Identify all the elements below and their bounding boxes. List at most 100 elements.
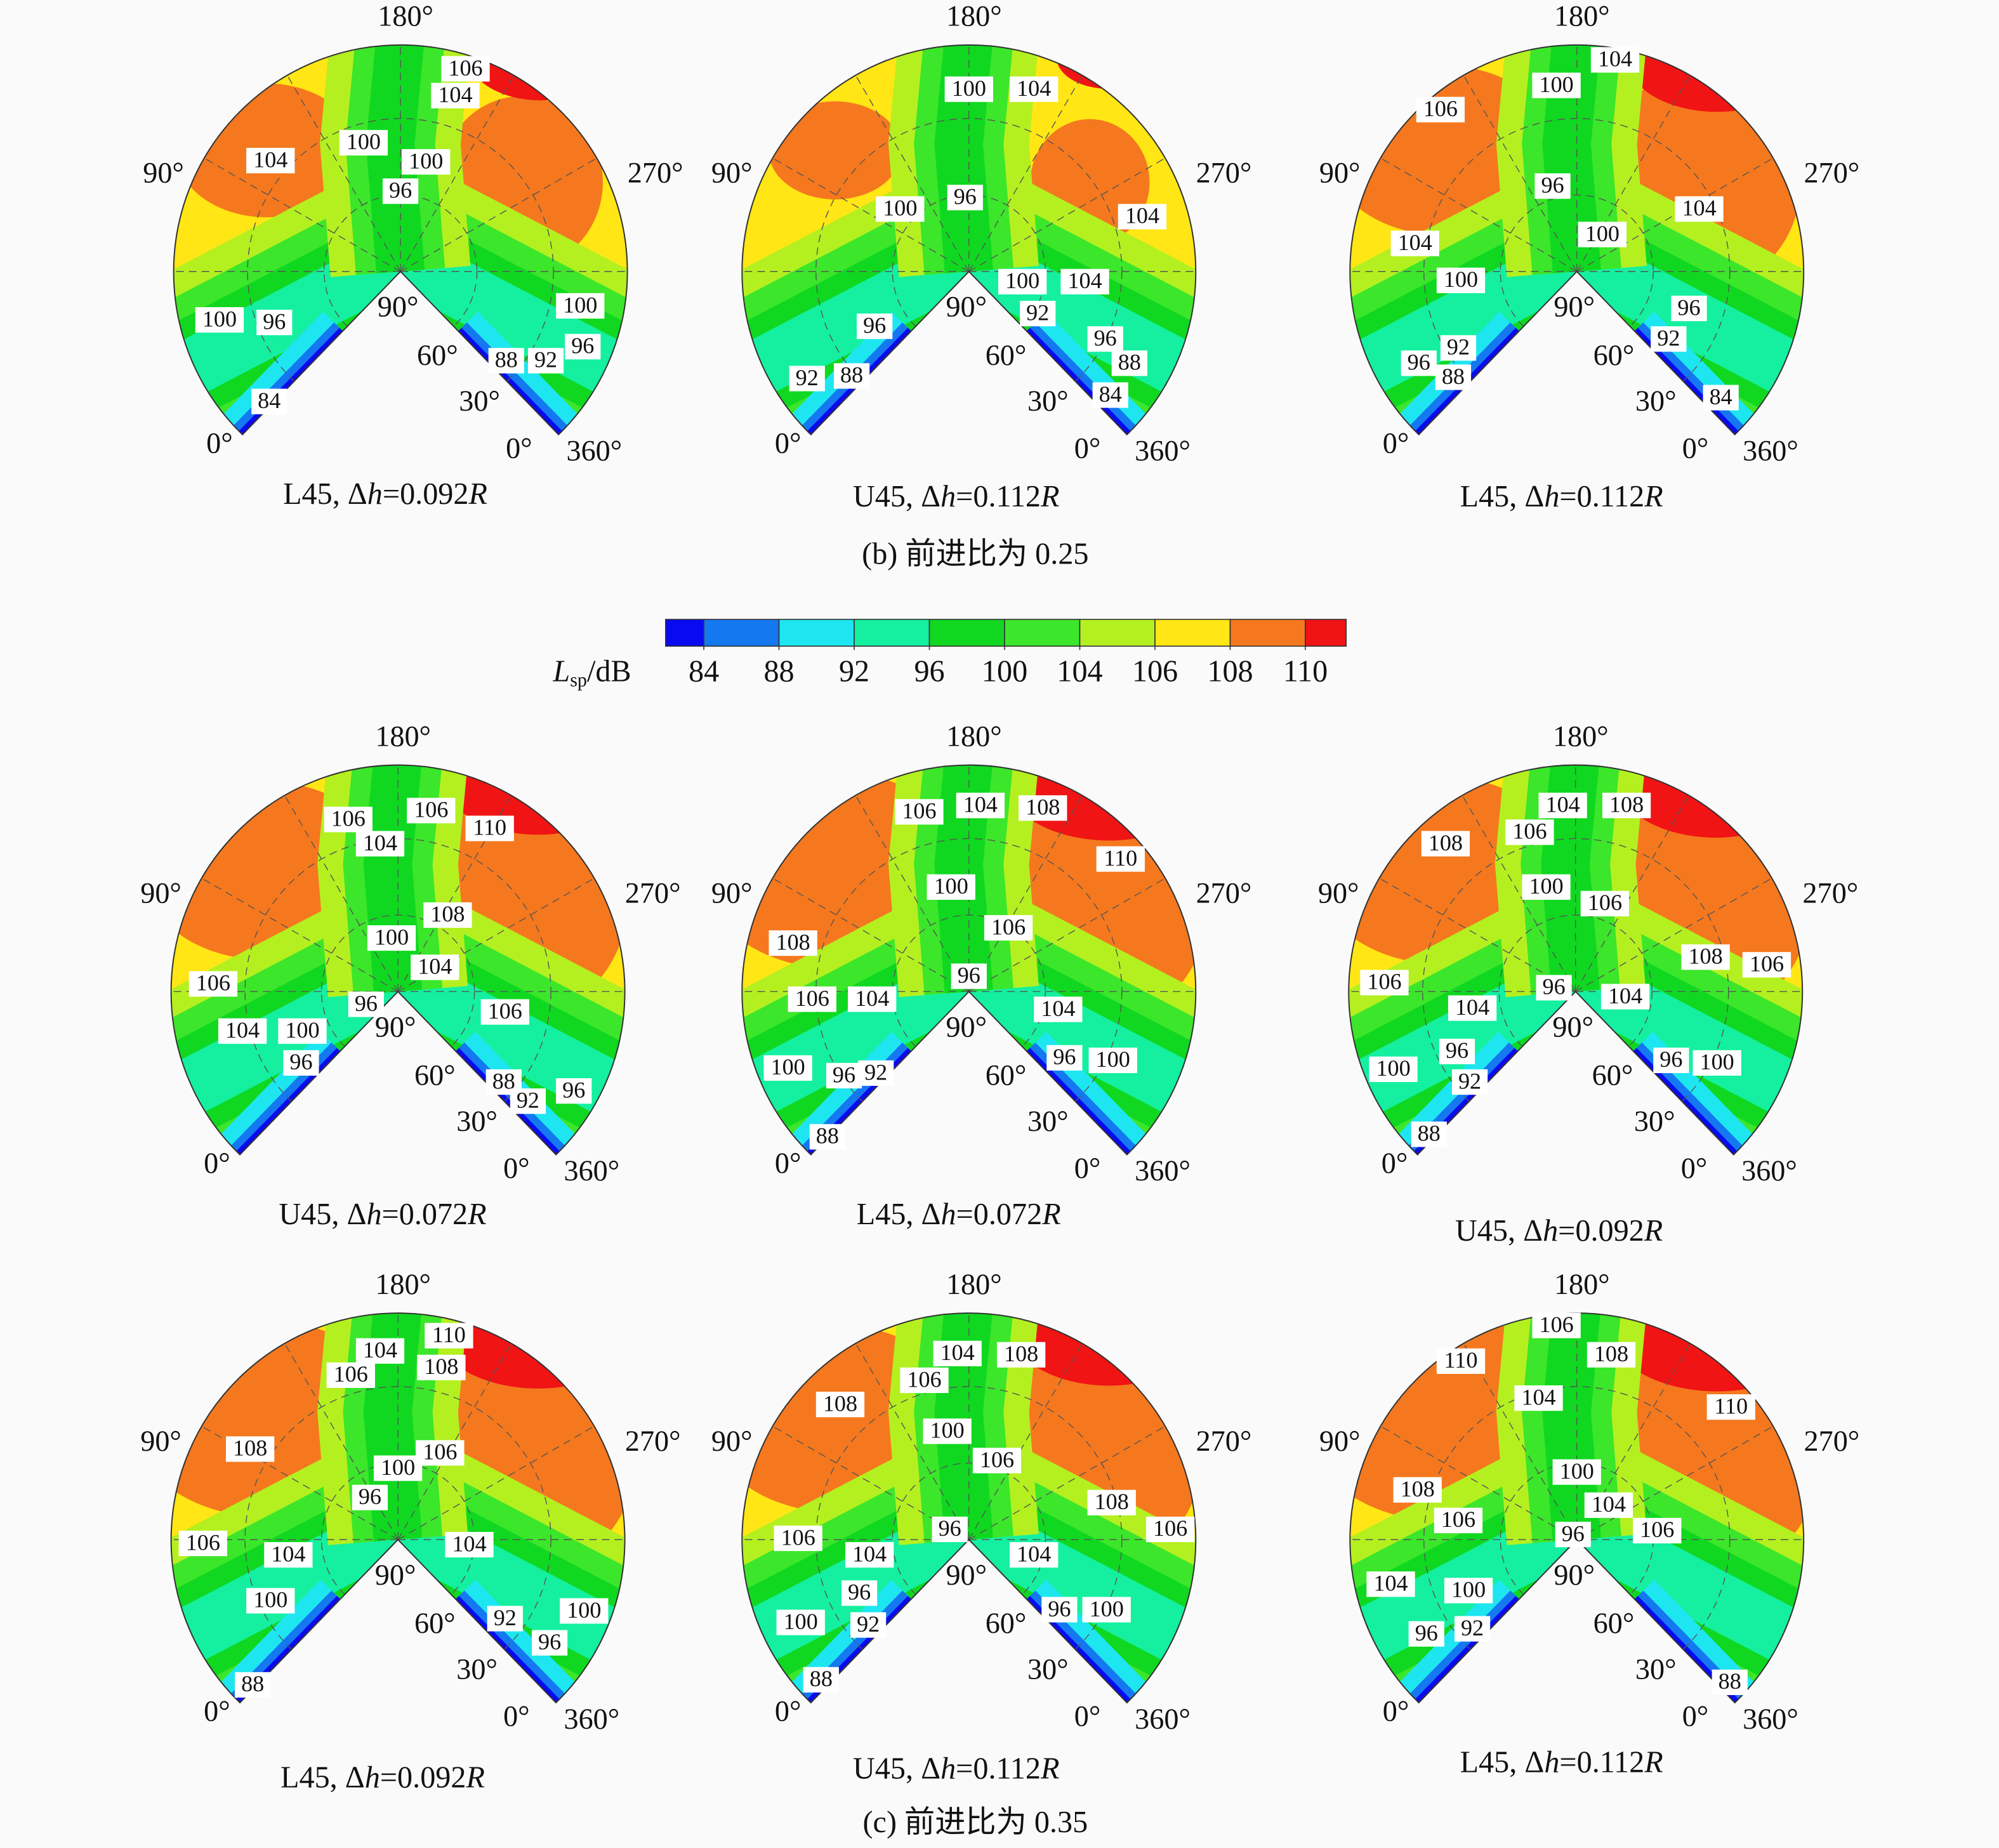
contour-label: 108 — [1688, 944, 1722, 969]
angle-label: 270° — [1196, 1425, 1252, 1457]
colorbar-tick-label: 92 — [839, 654, 869, 688]
polar-grid — [190, 150, 401, 272]
contour-label-box — [487, 1606, 523, 1632]
panel-outline — [741, 44, 1197, 436]
panel-title-part: U45, Δ — [853, 480, 940, 513]
contour-label-box — [1145, 1516, 1195, 1543]
angle-label: 90° — [711, 876, 753, 909]
contour-label-box — [927, 874, 975, 900]
contour-label: 104 — [1546, 792, 1580, 817]
panel-title: U45, Δh=0.072R — [279, 1198, 486, 1231]
polar-grid — [397, 1418, 608, 1540]
contour-label-box — [1681, 944, 1730, 970]
contour-label-box — [1082, 1597, 1131, 1623]
contour-label-box — [339, 129, 388, 156]
contour-label-box — [1434, 1507, 1483, 1533]
contour-label: 108 — [1026, 795, 1060, 820]
contour-label-box — [1435, 364, 1472, 390]
contour-label: 96 — [1543, 974, 1566, 1000]
contour-label: 106 — [795, 986, 829, 1011]
contour-label-box — [246, 147, 295, 174]
polar-grid — [1576, 1418, 1787, 1540]
contour-label-box — [1532, 72, 1581, 98]
colorbar-tick-label: 106 — [1132, 654, 1178, 688]
polar-grid — [276, 781, 399, 992]
contour-label-box — [1390, 230, 1439, 256]
angle-label: 360° — [564, 1154, 619, 1187]
contour-label-box — [373, 1455, 423, 1481]
contour-label: 92 — [1458, 1068, 1481, 1093]
contour-label-box — [876, 196, 925, 222]
field-band — [934, 765, 993, 994]
contour-label-box — [1436, 1348, 1486, 1374]
polar-grid — [279, 61, 401, 272]
contour-label-box — [326, 1362, 375, 1389]
contour-label: 96 — [355, 991, 378, 1016]
contour-label: 88 — [810, 1666, 833, 1691]
contour-label: 106 — [781, 1524, 815, 1550]
contour-label: 88 — [1719, 1668, 1741, 1694]
contour-label-box — [848, 986, 897, 1012]
contour-label-box — [833, 363, 870, 389]
contour-label-box — [565, 334, 601, 360]
contour-label-box — [1439, 1038, 1475, 1064]
contour-label-box — [1578, 221, 1627, 248]
contour-label: 104 — [855, 986, 889, 1011]
contour-label-box — [1393, 1477, 1442, 1503]
contour-label: 108 — [776, 929, 810, 954]
contour-label: 108 — [1609, 792, 1644, 817]
panel-title-part: R — [1644, 480, 1663, 513]
contour-label-box — [556, 293, 605, 319]
contour-label-box — [774, 1525, 822, 1552]
colorbar-tick-label: 100 — [982, 654, 1027, 688]
polar-panel: 180°90° 270°90°60°30°0° 0° 360° — [140, 720, 680, 1187]
contour-label: 106 — [1423, 96, 1458, 121]
panel-title-part: R — [465, 1761, 484, 1795]
contour-label-box — [841, 1580, 878, 1606]
contour-label-box — [1111, 350, 1147, 376]
angle-label: 0° — [204, 1147, 230, 1179]
contour-label: 96 — [958, 963, 980, 988]
angle-label: 90° — [1554, 291, 1595, 323]
angle-label: 90° — [140, 1425, 181, 1457]
contour-label-box — [1584, 1492, 1633, 1518]
contour-label-box — [251, 388, 287, 414]
panel-title-part: =0.072 — [956, 1198, 1043, 1231]
contour-label-box — [1633, 1517, 1682, 1544]
contour-label: 104 — [1682, 195, 1716, 221]
contour-label-box — [1401, 350, 1437, 376]
panel-title-part: h — [367, 477, 383, 511]
panel-title: U45, Δh=0.112R — [853, 1752, 1059, 1786]
contour-label: 84 — [1710, 384, 1732, 409]
contour-label: 110 — [473, 815, 506, 840]
contour-label: 100 — [1090, 1596, 1124, 1621]
contour-label: 100 — [883, 195, 917, 221]
contour-label: 104 — [1125, 203, 1159, 228]
contour-label-box — [1712, 1669, 1748, 1696]
contour-label: 108 — [430, 901, 465, 927]
panel-title-part: =0.112 — [956, 1752, 1041, 1786]
panel-title-part: L45, Δ — [1460, 480, 1545, 513]
angle-label: 0° — [775, 1147, 802, 1179]
panel-title-part: h — [1544, 1746, 1559, 1779]
contour-label-box — [1096, 846, 1145, 872]
contour-label: 96 — [571, 333, 594, 359]
contour-label: 88 — [1118, 350, 1141, 375]
angle-label: 270° — [628, 157, 683, 189]
contour-label-box — [264, 1542, 313, 1568]
contour-label: 104 — [452, 1531, 486, 1556]
angle-label: 0° — [1074, 432, 1101, 465]
contour-label-box — [1692, 1050, 1741, 1076]
contour-label-box — [1087, 1489, 1136, 1515]
polar-grid — [1366, 1418, 1578, 1540]
contour-label: 88 — [840, 362, 863, 388]
polar-grid — [968, 1330, 1091, 1540]
contour-label: 96 — [1562, 1521, 1585, 1546]
contour-label: 110 — [432, 1322, 466, 1347]
angle-label: 360° — [566, 435, 622, 467]
contour-label: 100 — [563, 292, 597, 317]
contour-label: 104 — [438, 82, 472, 107]
contour-label: 92 — [1447, 334, 1470, 360]
colorbar-segment — [778, 619, 855, 647]
